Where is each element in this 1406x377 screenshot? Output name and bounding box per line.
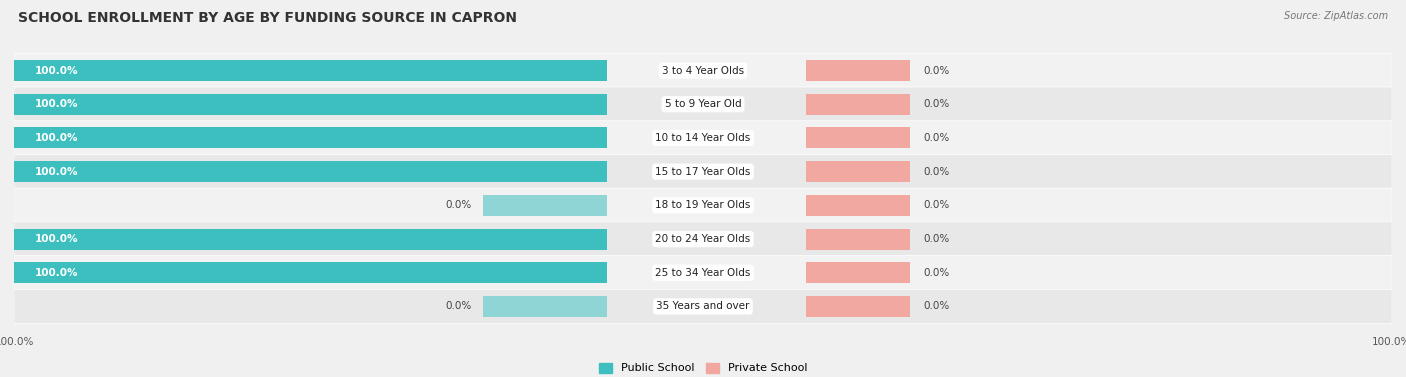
Text: 100.0%: 100.0% [35, 167, 79, 177]
Bar [14, 161, 606, 182]
Text: 0.0%: 0.0% [446, 302, 471, 311]
Bar [807, 60, 910, 81]
Text: 0.0%: 0.0% [924, 133, 949, 143]
Text: SCHOOL ENROLLMENT BY AGE BY FUNDING SOURCE IN CAPRON: SCHOOL ENROLLMENT BY AGE BY FUNDING SOUR… [18, 11, 517, 25]
Text: 100.0%: 100.0% [35, 268, 79, 278]
Text: 0.0%: 0.0% [924, 99, 949, 109]
Bar [807, 161, 910, 182]
Text: 3 to 4 Year Olds: 3 to 4 Year Olds [662, 66, 744, 75]
Bar [14, 228, 606, 250]
FancyBboxPatch shape [14, 289, 1392, 324]
Text: Source: ZipAtlas.com: Source: ZipAtlas.com [1284, 11, 1388, 21]
Text: 15 to 17 Year Olds: 15 to 17 Year Olds [655, 167, 751, 177]
Text: 0.0%: 0.0% [924, 234, 949, 244]
FancyBboxPatch shape [14, 155, 1392, 189]
Bar [807, 228, 910, 250]
Bar [14, 94, 606, 115]
Text: 0.0%: 0.0% [924, 302, 949, 311]
Bar [807, 262, 910, 283]
Text: 0.0%: 0.0% [924, 66, 949, 75]
Text: 0.0%: 0.0% [446, 200, 471, 210]
FancyBboxPatch shape [14, 256, 1392, 290]
Legend: Public School, Private School: Public School, Private School [595, 358, 811, 377]
FancyBboxPatch shape [14, 87, 1392, 121]
Bar [14, 262, 606, 283]
Bar [807, 94, 910, 115]
Bar [482, 195, 606, 216]
Text: 0.0%: 0.0% [924, 268, 949, 278]
Text: 0.0%: 0.0% [924, 200, 949, 210]
Bar [807, 195, 910, 216]
Text: 25 to 34 Year Olds: 25 to 34 Year Olds [655, 268, 751, 278]
Bar [14, 60, 606, 81]
FancyBboxPatch shape [14, 53, 1392, 88]
Text: 5 to 9 Year Old: 5 to 9 Year Old [665, 99, 741, 109]
FancyBboxPatch shape [14, 222, 1392, 256]
Text: 100.0%: 100.0% [35, 99, 79, 109]
Text: 18 to 19 Year Olds: 18 to 19 Year Olds [655, 200, 751, 210]
Text: 10 to 14 Year Olds: 10 to 14 Year Olds [655, 133, 751, 143]
Text: 35 Years and over: 35 Years and over [657, 302, 749, 311]
Bar [807, 296, 910, 317]
Text: 0.0%: 0.0% [924, 167, 949, 177]
Bar [482, 296, 606, 317]
Text: 100.0%: 100.0% [35, 133, 79, 143]
Bar [807, 127, 910, 149]
FancyBboxPatch shape [14, 121, 1392, 155]
Bar [14, 127, 606, 149]
FancyBboxPatch shape [14, 188, 1392, 222]
Text: 100.0%: 100.0% [35, 234, 79, 244]
Text: 20 to 24 Year Olds: 20 to 24 Year Olds [655, 234, 751, 244]
Text: 100.0%: 100.0% [35, 66, 79, 75]
